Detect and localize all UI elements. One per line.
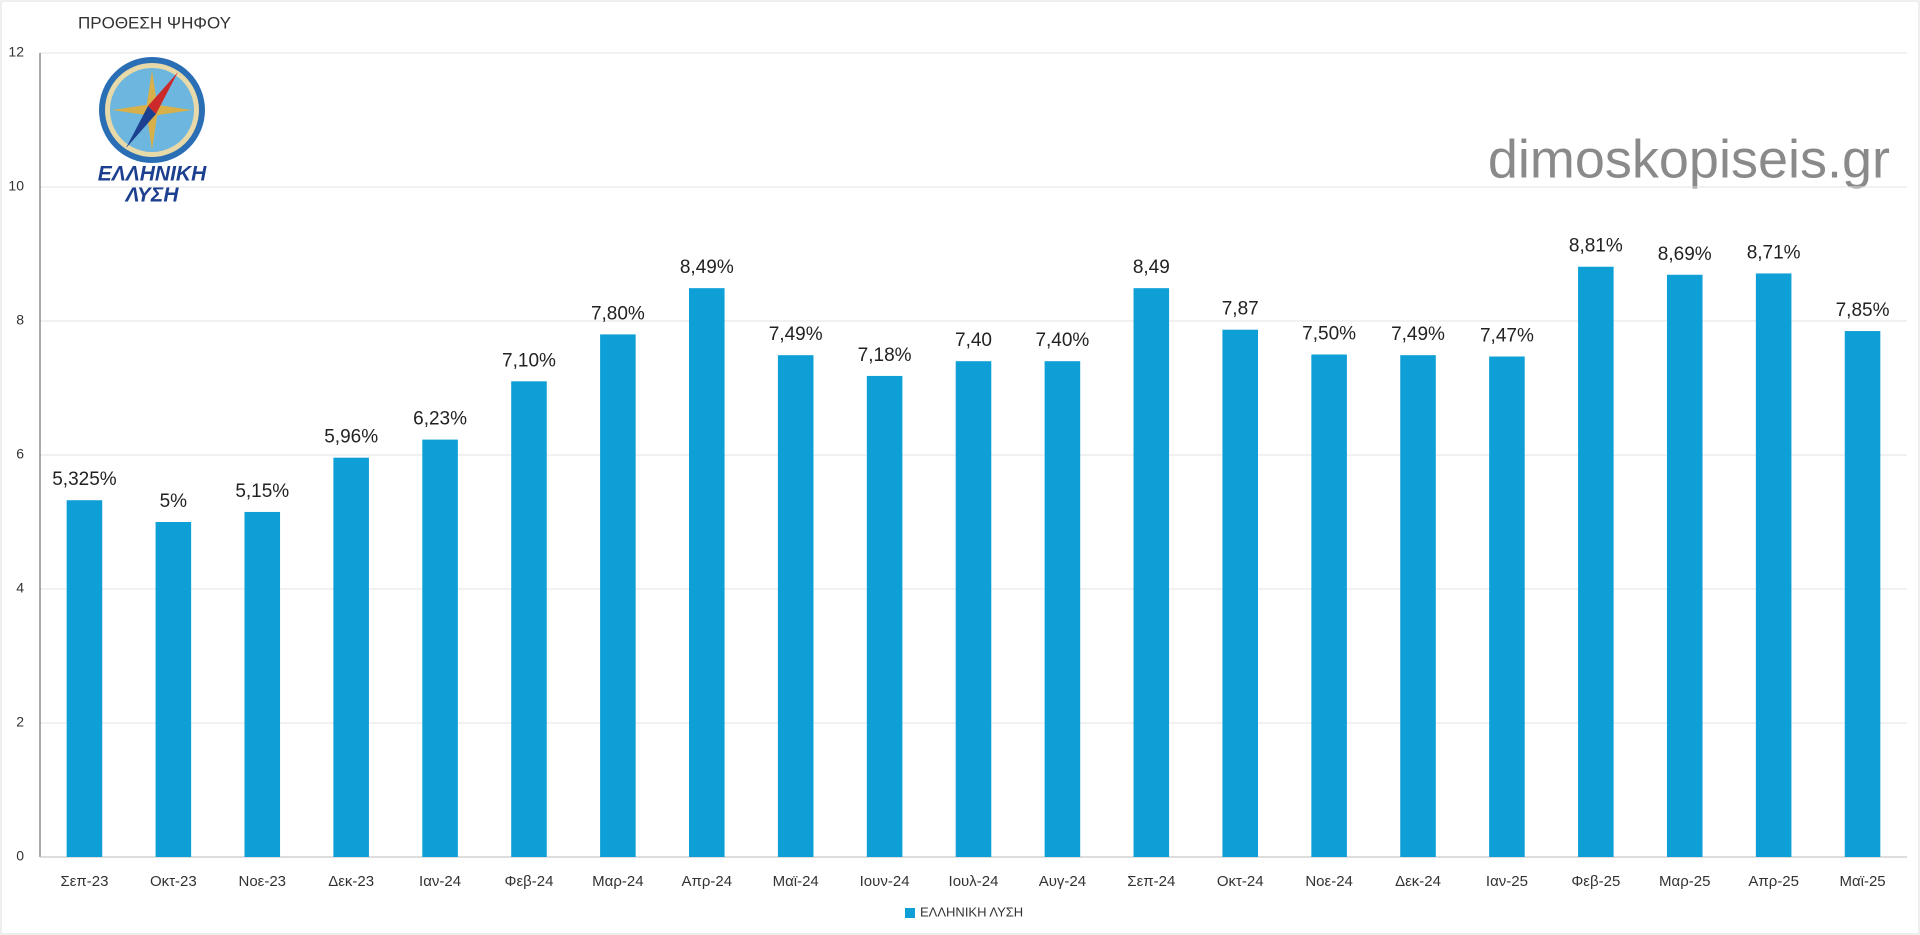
bar [1044,361,1081,857]
data-label: 7,47% [1480,326,1534,347]
bar [1489,356,1525,857]
data-label: 7,85% [1836,300,1890,321]
x-tick-label: Μαϊ-24 [773,873,819,890]
data-label: 6,23% [413,409,467,430]
x-tick-label: Μαρ-24 [592,873,643,890]
bar [1400,355,1436,857]
bar [244,511,281,857]
bar [511,381,547,857]
logo-needle [148,72,178,114]
legend-swatch [905,908,915,918]
legend-label: ΕΛΛΗΝΙΚΗ ΛΥΣΗ [920,904,1023,919]
x-tick-label: Φεβ-25 [1571,873,1620,890]
x-tick-label: Φεβ-24 [504,873,553,890]
bar [155,522,192,857]
bar [1666,274,1703,857]
bar [1311,354,1347,857]
y-tick-label: 4 [16,580,24,596]
bar [689,288,725,857]
logo-text: ΕΛΛΗΝΙΚΗ [98,163,207,186]
bar [866,375,903,857]
bar [600,334,636,857]
x-tick-label: Οκτ-24 [1217,873,1264,890]
x-tick-label: Απρ-24 [681,873,732,890]
data-label: 7,50% [1302,324,1356,345]
bar [1844,331,1881,857]
logo-text: ΛΥΣΗ [125,184,180,207]
x-tick-label: Σεπ-24 [1127,873,1175,890]
x-tick-label: Ιαν-24 [419,873,461,890]
data-label: 7,49% [769,324,823,345]
y-tick-label: 6 [16,446,24,462]
x-tick-label: Δεκ-23 [328,873,374,890]
logo-needle [126,106,156,148]
x-tick-label: Νοε-23 [238,873,286,890]
data-label: 8,69% [1658,244,1712,265]
data-label: 5,15% [235,481,289,502]
bar [777,355,814,857]
data-label: 7,40 [955,330,992,351]
bar [1133,288,1170,857]
x-tick-label: Μαϊ-25 [1839,873,1885,890]
bar [422,439,458,857]
data-label: 8,71% [1747,242,1801,263]
chart-title: ΠΡΟΘΕΣΗ ΨΗΦΟΥ [78,13,231,32]
x-tick-label: Οκτ-23 [150,873,197,890]
x-tick-label: Μαρ-25 [1659,873,1710,890]
bar [955,361,992,857]
y-tick-label: 10 [8,178,24,194]
data-label: 5% [160,491,188,512]
x-tick-label: Ιουλ-24 [949,873,999,890]
x-tick-label: Δεκ-24 [1395,873,1441,890]
data-label: 7,87 [1222,299,1259,320]
bar [1578,266,1614,858]
bar [1755,273,1792,857]
bar [333,457,369,857]
data-label: 7,10% [502,350,556,371]
bar [1222,329,1258,858]
x-tick-label: Ιαν-25 [1486,873,1528,890]
x-tick-label: Αυγ-24 [1039,873,1086,890]
data-label: 7,40% [1035,330,1089,351]
y-tick-label: 8 [16,312,24,328]
x-tick-label: Απρ-25 [1748,873,1799,890]
y-tick-label: 2 [16,714,24,730]
logo: ΕΛΛΗΝΙΚΗ ΛΥΣΗ [98,57,207,207]
watermark: dimoskopiseis.gr [1488,129,1890,189]
data-label: 8,49% [680,257,734,278]
data-label: 7,18% [858,345,912,366]
data-label: 5,96% [324,427,378,448]
x-tick-label: Νοε-24 [1305,873,1353,890]
data-label: 8,81% [1569,236,1623,257]
data-label: 7,80% [591,303,645,324]
data-label: 7,49% [1391,324,1445,345]
y-tick-label: 0 [16,848,24,864]
bar [66,500,103,857]
data-label: 5,325% [52,469,117,490]
x-tick-label: Σεπ-23 [60,873,108,890]
y-tick-label: 12 [8,44,24,60]
data-label: 8,49 [1133,257,1170,278]
x-tick-label: Ιουν-24 [860,873,910,890]
